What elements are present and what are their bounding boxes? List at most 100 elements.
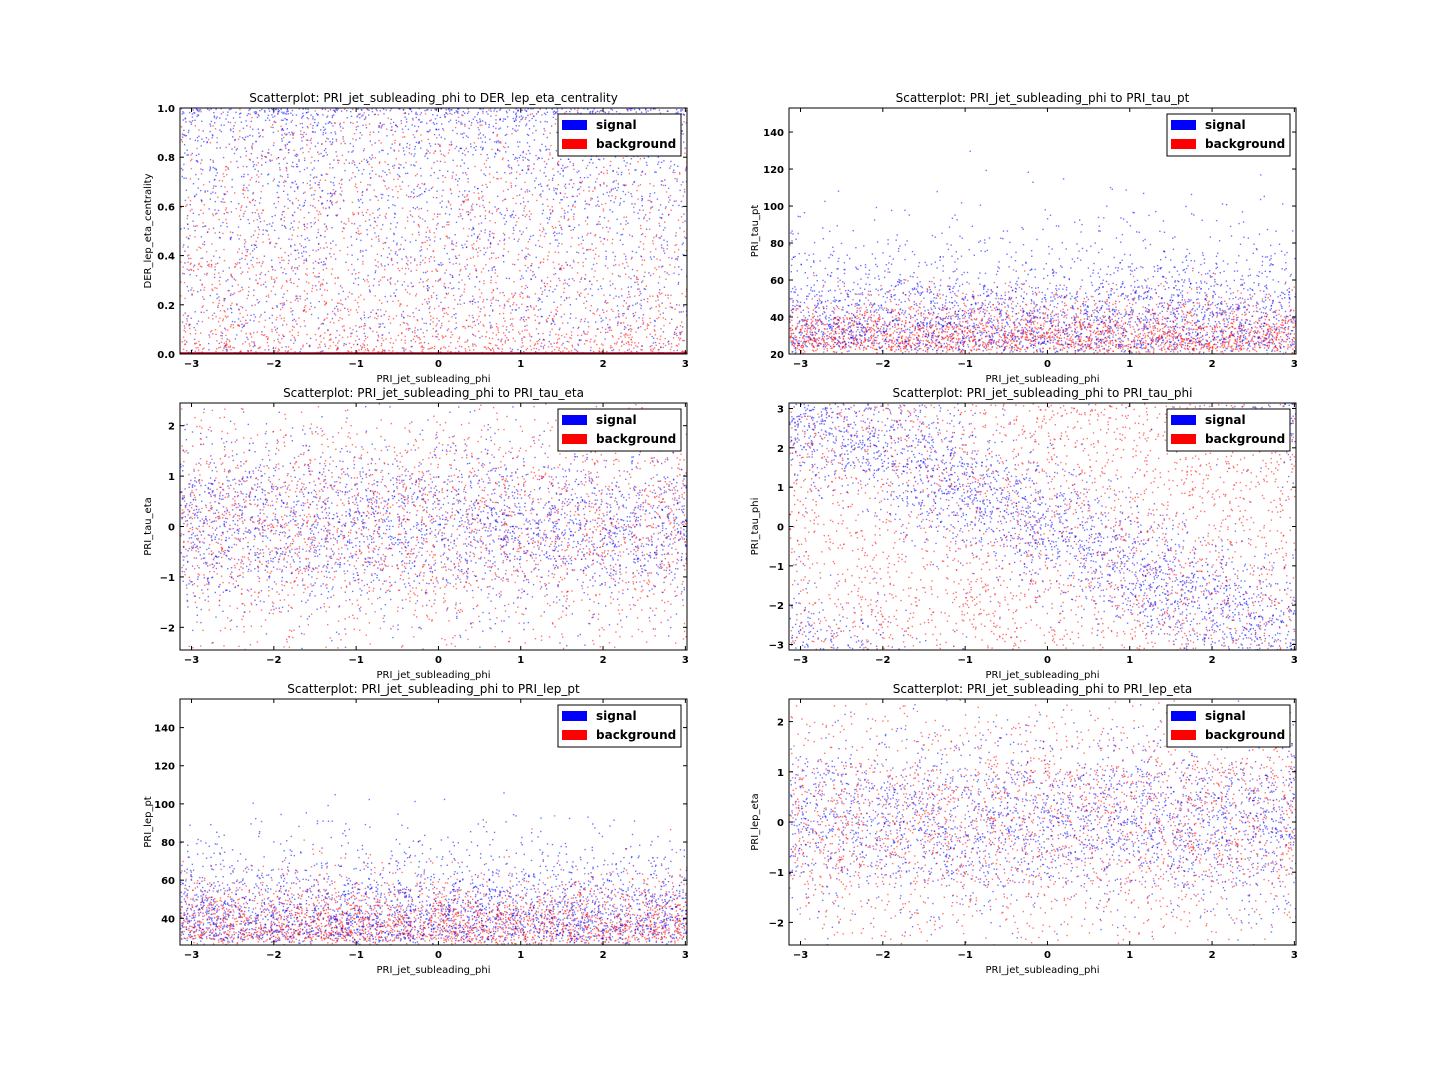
scatter-point bbox=[630, 344, 633, 346]
scatter-point bbox=[458, 216, 460, 218]
scatter-point bbox=[624, 193, 627, 196]
scatter-point bbox=[282, 304, 284, 306]
scatter-point bbox=[295, 249, 297, 252]
scatter-point bbox=[290, 301, 292, 304]
scatter-point bbox=[223, 175, 225, 178]
scatter-point bbox=[378, 240, 380, 242]
scatter-point bbox=[607, 331, 609, 333]
scatter-point bbox=[628, 108, 630, 110]
scatter-point bbox=[489, 327, 492, 329]
scatter-point bbox=[563, 209, 566, 212]
scatter-point bbox=[317, 347, 319, 349]
scatter-point bbox=[643, 216, 646, 218]
scatter-point bbox=[667, 187, 670, 189]
scatter-point bbox=[289, 331, 291, 333]
scatter-point bbox=[200, 332, 202, 334]
scatter-point bbox=[408, 152, 410, 154]
scatter-point bbox=[395, 289, 398, 291]
scatter-point bbox=[611, 273, 614, 275]
scatter-point bbox=[356, 191, 359, 193]
scatter-point bbox=[317, 231, 319, 234]
scatter-point bbox=[424, 155, 426, 157]
scatter-point bbox=[622, 228, 625, 230]
scatter-point bbox=[332, 341, 335, 344]
scatter-point bbox=[213, 112, 215, 114]
scatter-point bbox=[656, 198, 659, 200]
scatter-point bbox=[669, 199, 671, 201]
scatter-point bbox=[653, 337, 655, 339]
scatter-point bbox=[528, 317, 530, 319]
scatter-point bbox=[430, 319, 432, 321]
scatter-point bbox=[488, 233, 491, 235]
scatter-point bbox=[293, 149, 295, 152]
scatter-point bbox=[202, 348, 204, 350]
scatter-point bbox=[515, 202, 517, 205]
scatter-point bbox=[469, 349, 471, 351]
scatter-point bbox=[298, 160, 300, 162]
scatter-point bbox=[344, 169, 346, 172]
scatter-point bbox=[444, 116, 446, 118]
scatter-point bbox=[575, 298, 578, 300]
scatter-point bbox=[357, 302, 359, 304]
scatter-point bbox=[494, 108, 496, 110]
scatter-point bbox=[558, 337, 561, 340]
scatter-point bbox=[647, 199, 649, 202]
scatter-point bbox=[418, 309, 420, 311]
scatter-point bbox=[534, 293, 537, 295]
scatter-point bbox=[559, 202, 561, 204]
scatter-point bbox=[240, 121, 243, 123]
scatter-point bbox=[192, 183, 195, 185]
scatter-point bbox=[301, 252, 303, 254]
scatter-point bbox=[196, 160, 198, 162]
scatter-point bbox=[659, 313, 662, 316]
scatter-point bbox=[479, 337, 481, 339]
scatter-point bbox=[383, 123, 385, 126]
scatter-point bbox=[306, 342, 308, 345]
scatter-point bbox=[356, 166, 358, 169]
scatter-point bbox=[314, 118, 316, 121]
scatter-point bbox=[610, 345, 612, 347]
scatter-point bbox=[623, 200, 625, 203]
scatter-point bbox=[677, 248, 680, 251]
scatter-point bbox=[445, 269, 447, 271]
scatter-point bbox=[661, 180, 664, 183]
scatter-point bbox=[336, 302, 339, 304]
scatter-point bbox=[611, 242, 613, 244]
scatter-point bbox=[262, 241, 264, 243]
scatter-point bbox=[272, 111, 275, 114]
scatter-point bbox=[280, 125, 282, 128]
scatter-point bbox=[517, 164, 520, 166]
scatter-point bbox=[230, 324, 232, 326]
scatter-point bbox=[400, 122, 403, 125]
scatter-point bbox=[503, 217, 505, 219]
scatter-point bbox=[512, 197, 514, 199]
scatter-point bbox=[238, 290, 240, 293]
scatter-point bbox=[462, 227, 465, 230]
scatter-point bbox=[255, 274, 257, 276]
scatter-point bbox=[292, 325, 294, 328]
scatter-point bbox=[193, 270, 195, 272]
scatter-point bbox=[191, 113, 194, 115]
scatter-point bbox=[551, 108, 553, 110]
scatter-point bbox=[379, 325, 381, 328]
scatter-point bbox=[583, 302, 585, 304]
scatter-point bbox=[196, 225, 198, 227]
scatter-point bbox=[546, 198, 548, 201]
scatter-point bbox=[460, 123, 462, 125]
scatter-point bbox=[298, 221, 300, 223]
scatter-point bbox=[568, 296, 570, 299]
scatter-point bbox=[214, 266, 216, 268]
scatter-point bbox=[277, 196, 279, 199]
scatter-point bbox=[526, 296, 529, 298]
scatter-point bbox=[426, 201, 428, 203]
scatter-point bbox=[392, 121, 395, 124]
scatter-point bbox=[225, 118, 227, 120]
scatter-point bbox=[313, 160, 316, 162]
scatter-point bbox=[215, 168, 217, 170]
scatter-point bbox=[258, 136, 260, 138]
scatter-point bbox=[440, 262, 442, 264]
scatter-point bbox=[461, 114, 463, 116]
scatter-point bbox=[262, 185, 264, 187]
scatter-point bbox=[257, 170, 259, 172]
scatter-point bbox=[351, 293, 353, 295]
